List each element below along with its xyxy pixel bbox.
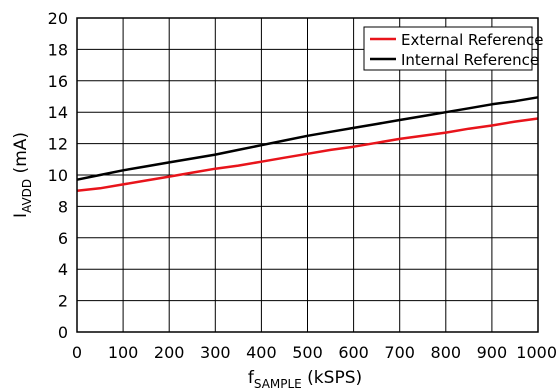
x-axis-title-subscript: SAMPLE	[254, 377, 302, 390]
x-tick-label: 900	[477, 343, 508, 362]
y-tick-labels: 0 2 4 6 8 10 12 14 16 18 20	[48, 9, 68, 342]
x-tick-label: 200	[154, 343, 185, 362]
plot-frame	[76, 17, 539, 333]
x-axis-title-main: f	[248, 368, 255, 388]
x-axis-title-unit: (kSPS)	[302, 368, 362, 388]
x-tick-label: 600	[338, 343, 369, 362]
y-axis-title-subscript: AVDD	[20, 179, 34, 213]
y-tick-label: 4	[58, 260, 68, 279]
legend-label-external-reference: External Reference	[401, 31, 544, 49]
legend-label-internal-reference: Internal Reference	[401, 51, 539, 69]
legend-box	[363, 26, 533, 71]
y-tick-label: 2	[58, 292, 68, 311]
y-axis-title: IAVDD (mA)	[11, 132, 34, 218]
legend: External Reference Internal Reference	[363, 26, 544, 71]
y-tick-label: 8	[58, 197, 68, 216]
y-tick-label: 14	[48, 103, 68, 122]
x-tick-label: 300	[200, 343, 231, 362]
x-tick-labels: 0 100 200 300 400 500 600 700 800 900 1000	[72, 343, 557, 362]
y-tick-label: 16	[48, 72, 68, 91]
y-tick-label: 20	[48, 9, 68, 28]
series-lines	[76, 96, 539, 192]
y-tick-label: 12	[48, 135, 68, 154]
y-tick-label: 6	[58, 229, 68, 248]
series-line-internal-reference	[76, 96, 539, 181]
x-tick-label: 700	[384, 343, 415, 362]
x-tick-label: 400	[246, 343, 277, 362]
x-tick-label: 100	[108, 343, 139, 362]
x-axis-title: fSAMPLE (kSPS)	[248, 368, 362, 390]
y-axis-title-main: I	[11, 213, 31, 218]
y-axis-title-unit: (mA)	[11, 132, 31, 179]
x-tick-label: 0	[72, 343, 82, 362]
y-tick-label: 0	[58, 323, 68, 342]
series-line-external-reference	[76, 117, 539, 192]
y-tick-label: 10	[48, 166, 68, 185]
x-tick-label: 1000	[516, 343, 557, 362]
x-tick-label: 500	[292, 343, 323, 362]
y-tick-label: 18	[48, 40, 68, 59]
x-tick-label: 800	[431, 343, 462, 362]
